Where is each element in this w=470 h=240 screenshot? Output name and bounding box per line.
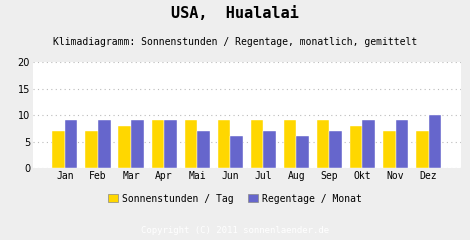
Bar: [383, 131, 396, 168]
Bar: [362, 120, 375, 168]
Bar: [350, 126, 362, 168]
Bar: [151, 120, 164, 168]
Text: Klimadiagramm: Sonnenstunden / Regentage, monatlich, gemittelt: Klimadiagramm: Sonnenstunden / Regentage…: [53, 37, 417, 47]
Text: USA,  Hualalai: USA, Hualalai: [171, 6, 299, 21]
Bar: [263, 131, 276, 168]
Bar: [185, 120, 197, 168]
Bar: [297, 136, 309, 168]
Bar: [230, 136, 243, 168]
Bar: [284, 120, 297, 168]
Bar: [416, 131, 429, 168]
Bar: [65, 120, 78, 168]
Legend: Sonnenstunden / Tag, Regentage / Monat: Sonnenstunden / Tag, Regentage / Monat: [104, 190, 366, 208]
Bar: [317, 120, 329, 168]
Bar: [86, 131, 98, 168]
Bar: [396, 120, 408, 168]
Bar: [218, 120, 230, 168]
Bar: [251, 120, 263, 168]
Bar: [329, 131, 342, 168]
Text: Copyright (C) 2011 sonnenlaender.de: Copyright (C) 2011 sonnenlaender.de: [141, 226, 329, 235]
Bar: [197, 131, 210, 168]
Bar: [164, 120, 177, 168]
Bar: [131, 120, 144, 168]
Bar: [429, 115, 441, 168]
Bar: [98, 120, 110, 168]
Bar: [118, 126, 131, 168]
Bar: [52, 131, 65, 168]
